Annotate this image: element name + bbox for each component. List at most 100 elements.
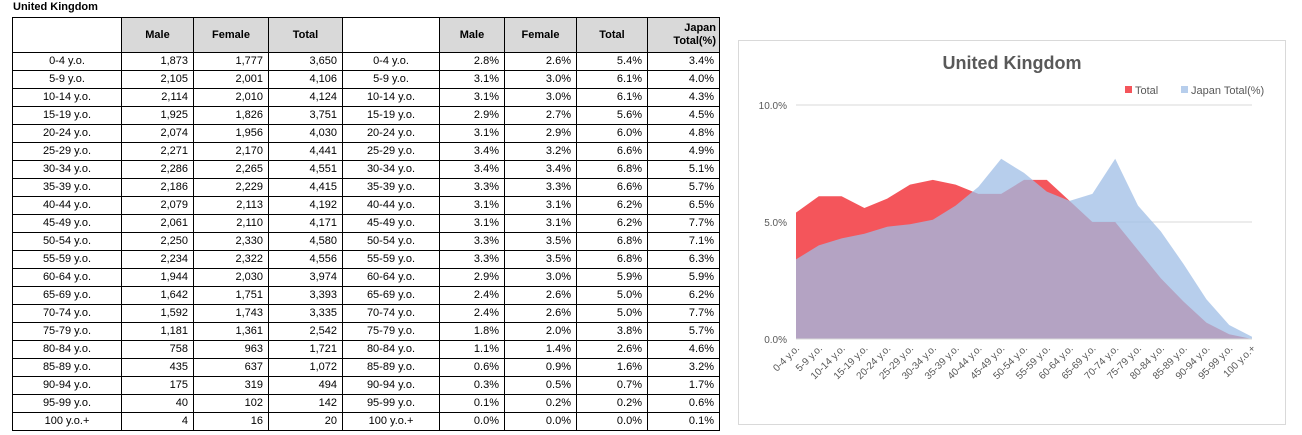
value-cell[interactable]: 175 <box>121 376 194 395</box>
value-cell[interactable]: 2,265 <box>193 160 269 179</box>
value-cell[interactable]: 6.2% <box>576 214 648 233</box>
value-cell[interactable]: 3.1% <box>439 88 505 107</box>
value-cell[interactable]: 1.8% <box>439 322 505 341</box>
value-cell[interactable]: 2,234 <box>121 250 194 269</box>
value-cell[interactable]: 0.6% <box>439 358 505 377</box>
age-group-cell[interactable]: 90-94 y.o. <box>12 376 122 395</box>
value-cell[interactable]: 2.8% <box>439 52 505 71</box>
value-cell[interactable]: 6.8% <box>576 160 648 179</box>
value-cell[interactable]: 6.8% <box>576 232 648 251</box>
value-cell[interactable]: 637 <box>193 358 269 377</box>
value-cell[interactable]: 2,286 <box>121 160 194 179</box>
value-cell[interactable]: 0.9% <box>504 358 577 377</box>
value-cell[interactable]: 0.2% <box>504 394 577 413</box>
value-cell[interactable]: 2.9% <box>439 268 505 287</box>
value-cell[interactable]: 6.8% <box>576 250 648 269</box>
age-group-cell[interactable]: 95-99 y.o. <box>12 394 122 413</box>
age-group-cell[interactable]: 70-74 y.o. <box>342 304 440 323</box>
value-cell[interactable]: 2.7% <box>504 106 577 125</box>
value-cell[interactable]: 4,551 <box>268 160 343 179</box>
age-group-cell[interactable]: 95-99 y.o. <box>342 394 440 413</box>
value-cell[interactable]: 1,925 <box>121 106 194 125</box>
value-cell[interactable]: 3.5% <box>504 232 577 251</box>
value-cell[interactable]: 2.9% <box>504 124 577 143</box>
value-cell[interactable]: 1,751 <box>193 286 269 305</box>
value-cell[interactable]: 0.2% <box>576 394 648 413</box>
value-cell[interactable]: 3,751 <box>268 106 343 125</box>
age-group-cell[interactable]: 40-44 y.o. <box>342 196 440 215</box>
value-cell[interactable]: 3.5% <box>504 250 577 269</box>
value-cell[interactable]: 2,113 <box>193 196 269 215</box>
value-cell[interactable]: 0.0% <box>439 412 505 431</box>
value-cell[interactable]: 2,114 <box>121 88 194 107</box>
value-cell[interactable]: 2,170 <box>193 142 269 161</box>
value-cell[interactable]: 5.7% <box>647 322 720 341</box>
value-cell[interactable]: 4.9% <box>647 142 720 161</box>
age-group-cell[interactable]: 65-69 y.o. <box>12 286 122 305</box>
value-cell[interactable]: 0.7% <box>576 376 648 395</box>
value-cell[interactable]: 2,105 <box>121 70 194 89</box>
value-cell[interactable]: 1,944 <box>121 268 194 287</box>
value-cell[interactable]: 142 <box>268 394 343 413</box>
value-cell[interactable]: 4.3% <box>647 88 720 107</box>
value-cell[interactable]: 3.0% <box>504 70 577 89</box>
value-cell[interactable]: 5.9% <box>576 268 648 287</box>
age-group-cell[interactable]: 75-79 y.o. <box>12 322 122 341</box>
value-cell[interactable]: 6.3% <box>647 250 720 269</box>
value-cell[interactable]: 16 <box>193 412 269 431</box>
value-cell[interactable]: 2,074 <box>121 124 194 143</box>
value-cell[interactable]: 7.7% <box>647 214 720 233</box>
age-group-cell[interactable]: 60-64 y.o. <box>12 268 122 287</box>
value-cell[interactable]: 3.4% <box>439 160 505 179</box>
age-group-cell[interactable]: 30-34 y.o. <box>342 160 440 179</box>
value-cell[interactable]: 2,110 <box>193 214 269 233</box>
value-cell[interactable]: 3.1% <box>439 124 505 143</box>
value-cell[interactable]: 2,250 <box>121 232 194 251</box>
value-cell[interactable]: 6.5% <box>647 196 720 215</box>
value-cell[interactable]: 3.3% <box>504 178 577 197</box>
value-cell[interactable]: 1,361 <box>193 322 269 341</box>
value-cell[interactable]: 2.4% <box>439 304 505 323</box>
age-group-cell[interactable]: 80-84 y.o. <box>342 340 440 359</box>
age-group-cell[interactable]: 85-89 y.o. <box>342 358 440 377</box>
age-group-cell[interactable]: 40-44 y.o. <box>12 196 122 215</box>
value-cell[interactable]: 1.1% <box>439 340 505 359</box>
value-cell[interactable]: 2.6% <box>504 52 577 71</box>
value-cell[interactable]: 1,721 <box>268 340 343 359</box>
age-group-cell[interactable]: 5-9 y.o. <box>342 70 440 89</box>
age-group-cell[interactable]: 65-69 y.o. <box>342 286 440 305</box>
value-cell[interactable]: 3,650 <box>268 52 343 71</box>
value-cell[interactable]: 3,335 <box>268 304 343 323</box>
value-cell[interactable]: 3,393 <box>268 286 343 305</box>
value-cell[interactable]: 2,186 <box>121 178 194 197</box>
value-cell[interactable]: 2,079 <box>121 196 194 215</box>
age-group-cell[interactable]: 100 y.o.+ <box>12 412 122 431</box>
value-cell[interactable]: 0.1% <box>439 394 505 413</box>
value-cell[interactable]: 494 <box>268 376 343 395</box>
value-cell[interactable]: 2,030 <box>193 268 269 287</box>
value-cell[interactable]: 2,542 <box>268 322 343 341</box>
percent-table-header-cell[interactable]: Total <box>576 17 648 53</box>
count-table-header-cell[interactable] <box>12 17 122 53</box>
value-cell[interactable]: 6.6% <box>576 142 648 161</box>
value-cell[interactable]: 2,001 <box>193 70 269 89</box>
area-chart[interactable]: United Kingdom 0.0% 5.0% 10.0% 0-4 y.o. 5-9 y… <box>738 40 1286 425</box>
value-cell[interactable]: 2.6% <box>576 340 648 359</box>
value-cell[interactable]: 1,642 <box>121 286 194 305</box>
age-group-cell[interactable]: 100 y.o.+ <box>342 412 440 431</box>
value-cell[interactable]: 6.1% <box>576 70 648 89</box>
value-cell[interactable]: 3.1% <box>504 214 577 233</box>
value-cell[interactable]: 2,061 <box>121 214 194 233</box>
value-cell[interactable]: 6.0% <box>576 124 648 143</box>
age-group-cell[interactable]: 75-79 y.o. <box>342 322 440 341</box>
value-cell[interactable]: 20 <box>268 412 343 431</box>
value-cell[interactable]: 5.7% <box>647 178 720 197</box>
count-table-header-cell[interactable]: Male <box>121 17 194 53</box>
value-cell[interactable]: 1,592 <box>121 304 194 323</box>
age-group-cell[interactable]: 20-24 y.o. <box>12 124 122 143</box>
age-group-cell[interactable]: 55-59 y.o. <box>12 250 122 269</box>
value-cell[interactable]: 4,171 <box>268 214 343 233</box>
value-cell[interactable]: 40 <box>121 394 194 413</box>
value-cell[interactable]: 963 <box>193 340 269 359</box>
value-cell[interactable]: 1,072 <box>268 358 343 377</box>
